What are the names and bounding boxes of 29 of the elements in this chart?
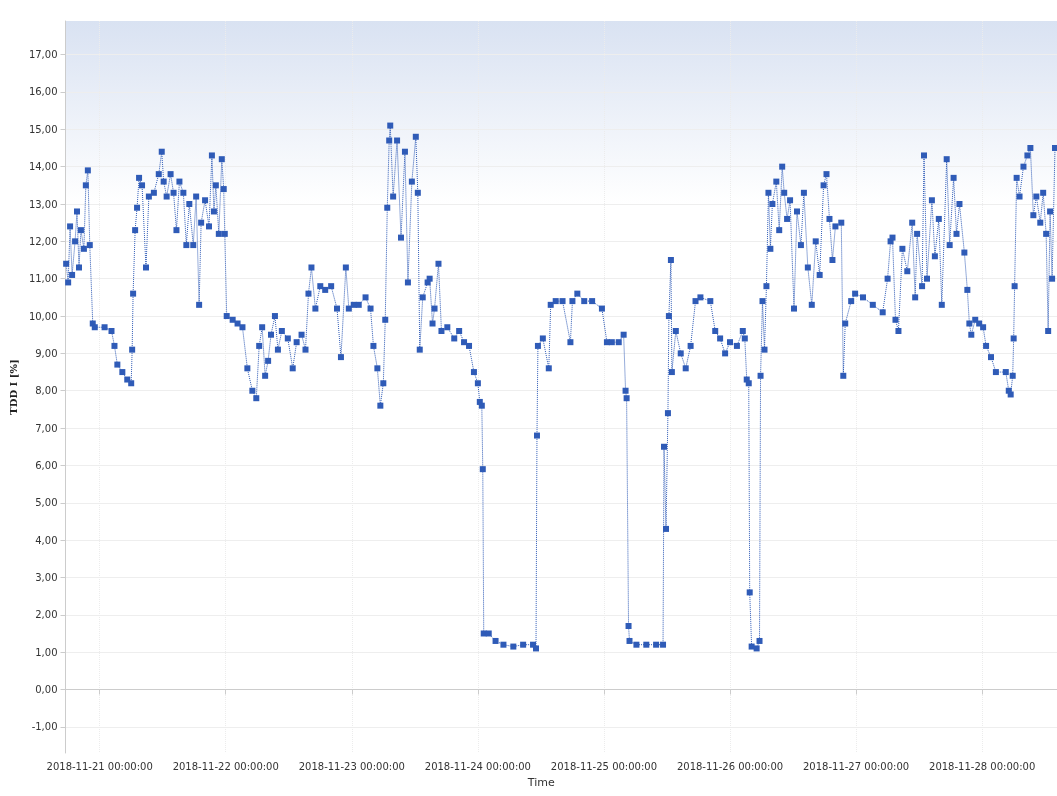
y-tick-label: 5,00 bbox=[35, 497, 58, 509]
x-tick-label: 2018-11-28 00:00:00 bbox=[929, 760, 1036, 772]
y-tick-label: 11,00 bbox=[28, 273, 58, 285]
y-tick-label: 9,00 bbox=[35, 347, 58, 359]
x-tick-label: 2018-11-26 00:00:00 bbox=[676, 760, 784, 772]
x-tick-label: 2018-11-25 00:00:00 bbox=[550, 760, 658, 772]
y-axis-title: TDD I [%] bbox=[7, 359, 19, 415]
y-tick-label: 0,00 bbox=[35, 684, 58, 696]
x-tick-label: 2018-11-23 00:00:00 bbox=[298, 760, 405, 772]
y-tick-label: -1,00 bbox=[31, 721, 58, 733]
y-tick-label: 10,00 bbox=[28, 310, 58, 322]
y-tick-label: 2,00 bbox=[35, 609, 58, 621]
x-tick-label: 2018-11-21 00:00:00 bbox=[46, 760, 153, 772]
y-tick-label: 3,00 bbox=[35, 571, 58, 583]
y-tick-label: 16,00 bbox=[28, 86, 58, 98]
y-tick-label: 8,00 bbox=[35, 385, 58, 397]
y-tick-label: 13,00 bbox=[28, 198, 58, 210]
x-axis-title: Time bbox=[526, 776, 555, 789]
y-tick-label: 6,00 bbox=[35, 459, 58, 471]
y-tick-label: 4,00 bbox=[35, 534, 58, 546]
x-tick-label: 2018-11-24 00:00:00 bbox=[424, 760, 531, 772]
x-tick-label: 2018-11-27 00:00:00 bbox=[802, 760, 910, 772]
x-tick-label: 2018-11-22 00:00:00 bbox=[172, 760, 279, 772]
y-tick-label: 14,00 bbox=[28, 161, 58, 173]
y-tick-label: 12,00 bbox=[28, 235, 58, 247]
y-tick-label: 17,00 bbox=[28, 49, 58, 61]
y-tick-label: 15,00 bbox=[28, 123, 58, 135]
y-tick-label: 1,00 bbox=[35, 646, 58, 658]
y-tick-label: 7,00 bbox=[35, 422, 58, 434]
